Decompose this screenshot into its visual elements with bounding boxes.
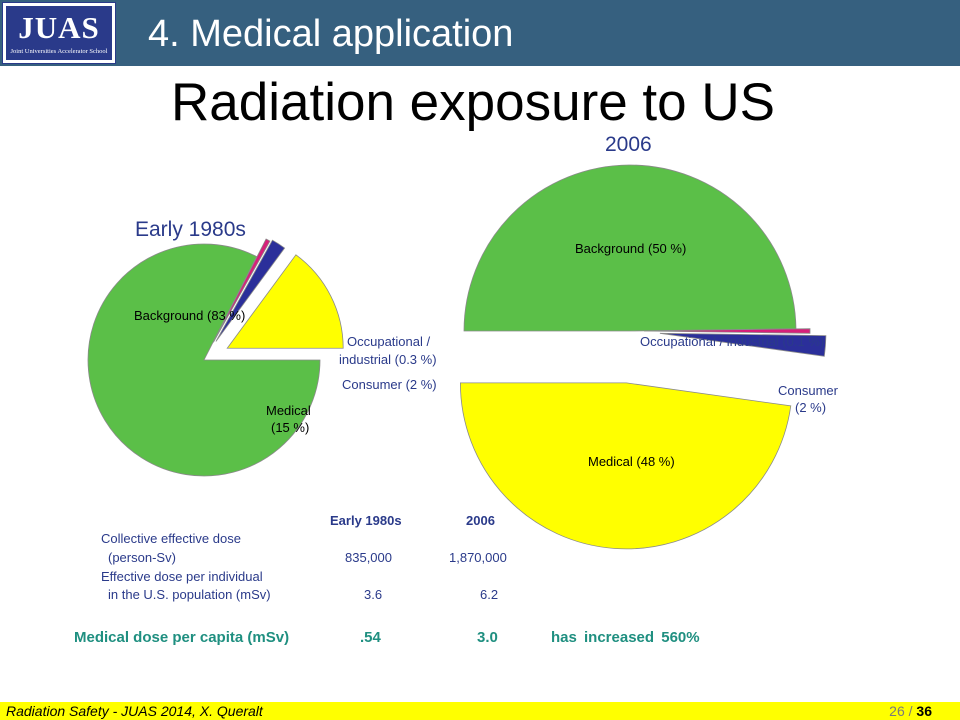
- page-total: 36: [916, 703, 932, 719]
- table-header-early: Early 1980s: [330, 513, 402, 528]
- page-number: 26 / 36: [889, 703, 932, 719]
- pie2-consumer-label-1: Consumer: [778, 383, 839, 398]
- pie1-consumer-label: Consumer (2 %): [342, 377, 437, 392]
- pie1-occupational-label-1: Occupational /: [347, 334, 430, 349]
- pie1-occupational-label-2: industrial (0.3 %): [339, 352, 437, 367]
- table-row2-label-2: in the U.S. population (mSv): [108, 587, 271, 602]
- table-row2-2006: 6.2: [480, 587, 498, 602]
- table-row2-early: 3.6: [364, 587, 382, 602]
- pie2-consumer-label-2: (2 %): [795, 400, 826, 415]
- footer-bar: Radiation Safety - JUAS 2014, X. Queralt…: [0, 702, 960, 720]
- medical-dose-note: has increased 560%: [551, 629, 700, 646]
- pie2: [459, 164, 827, 550]
- page-current: 26 /: [889, 703, 913, 719]
- table-row1-early: 835,000: [345, 550, 392, 565]
- pie1: [87, 238, 344, 477]
- header-bar: JUAS Joint Universities Accelerator Scho…: [0, 0, 960, 66]
- table-row1-2006: 1,870,000: [449, 550, 507, 565]
- pie2-medical-label: Medical (48 %): [588, 454, 675, 469]
- pie1-medical-label-2: (15 %): [271, 420, 309, 435]
- footer-credit: Radiation Safety - JUAS 2014, X. Queralt: [6, 703, 263, 719]
- pie2-occupational-label: Occupational / industrial (0.1 %): [640, 334, 824, 349]
- pie2-slice-consumer: [659, 332, 827, 357]
- medical-dose-label: Medical dose per capita (mSv): [74, 629, 289, 646]
- pie1-background-label: Background (83 %): [134, 308, 245, 323]
- page-title: Radiation exposure to US: [171, 73, 775, 132]
- table-row1-label-2: (person-Sv): [108, 550, 176, 565]
- table-row2-label-1: Effective dose per individual: [101, 569, 263, 584]
- pie2-slice-medical: [459, 382, 792, 550]
- table-header-2006: 2006: [466, 513, 495, 528]
- pie2-background-label: Background (50 %): [575, 241, 686, 256]
- table-row1-label-1: Collective effective dose: [101, 531, 241, 546]
- pie-charts: Early 1980s Background (83 %) Occupation…: [74, 133, 839, 646]
- logo-subtitle: Joint Universities Accelerator School: [10, 48, 108, 55]
- medical-dose-early: .54: [360, 629, 382, 646]
- juas-logo: JUAS Joint Universities Accelerator Scho…: [2, 2, 116, 64]
- medical-dose-2006: 3.0: [477, 629, 498, 646]
- pie2-title: 2006: [605, 133, 652, 156]
- pie1-medical-label-1: Medical: [266, 403, 311, 418]
- pie1-title: Early 1980s: [135, 218, 246, 241]
- pie2-slice-background: [463, 164, 797, 332]
- pie1-slice-medical: [226, 254, 344, 349]
- pie1-slice-occupational: [213, 238, 271, 343]
- section-title: 4. Medical application: [148, 13, 514, 55]
- pie2-slice-occupational: [643, 328, 811, 334]
- pie1-slice-consumer: [215, 239, 286, 342]
- logo-text: JUAS: [18, 10, 100, 45]
- pie1-slice-background: [87, 243, 321, 477]
